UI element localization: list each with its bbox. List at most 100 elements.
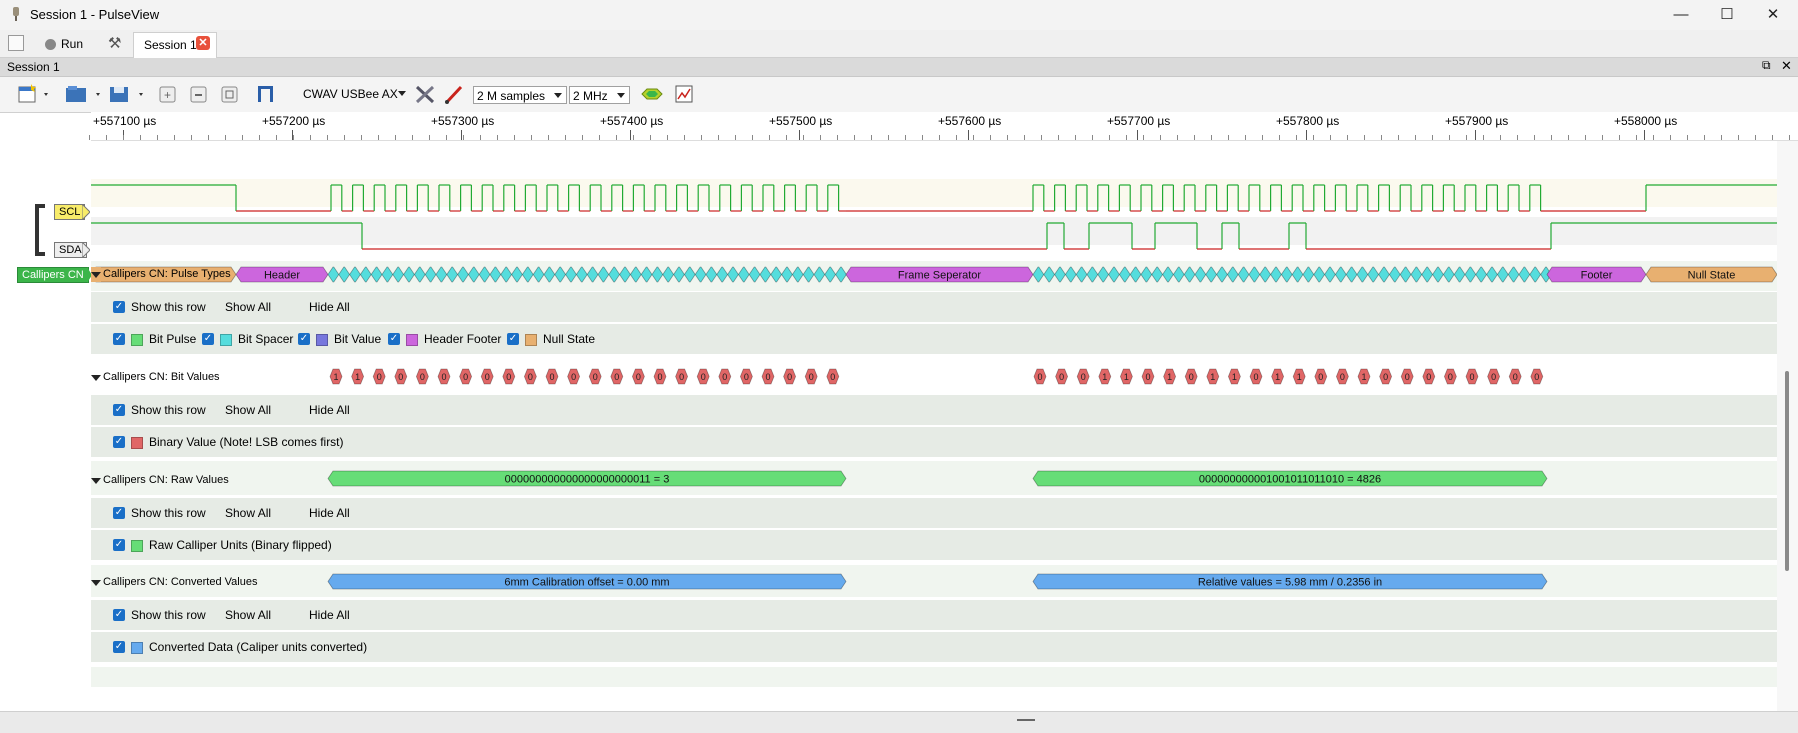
time-ruler[interactable]: +557100 µs +557200 µs +557300 µs +557400 µs… [89,112,1798,141]
binary-value-annotation[interactable] [1055,368,1069,385]
converted-value-annotation[interactable] [327,573,847,590]
sample-count-select[interactable]: 2 M samples [473,86,567,104]
binary-value-annotation[interactable] [1422,368,1436,385]
binary-value-annotation[interactable] [696,368,710,385]
show-row-checkbox[interactable]: ✓ [113,609,125,621]
show-all-button[interactable]: Show All [225,506,272,520]
binary-value-annotation[interactable] [394,368,408,385]
configure-channels-icon[interactable] [443,83,467,105]
binary-value-annotation[interactable] [761,368,775,385]
binary-value-annotation[interactable] [415,368,429,385]
binary-value-annotation[interactable] [1184,368,1198,385]
show-row-checkbox[interactable]: ✓ [113,301,125,313]
class-checkbox[interactable]: ✓ [113,539,125,551]
collapse-raw-row-icon[interactable] [91,476,101,486]
binary-value-annotation[interactable] [567,368,581,385]
scl-channel-label[interactable]: SCL [54,204,86,220]
close-dock-icon[interactable]: ✕ [1781,58,1792,73]
raw-value-annotation[interactable] [1032,470,1548,487]
class-checkbox[interactable]: ✓ [388,333,400,345]
class-checkbox[interactable]: ✓ [113,641,125,653]
binary-value-annotation[interactable] [523,368,537,385]
zoom-fit-icon[interactable] [220,83,240,105]
new-view-icon[interactable] [16,83,50,105]
run-button[interactable]: Run [45,34,83,54]
binary-value-annotation[interactable] [1206,368,1220,385]
hide-all-button[interactable]: Hide All [309,506,350,520]
minimize-button[interactable]: — [1673,6,1689,23]
binary-value-annotation[interactable] [1141,368,1155,385]
binary-value-annotation[interactable] [588,368,602,385]
binary-value-annotation[interactable] [783,368,797,385]
tab-session-1[interactable]: Session 1 ✕ [133,32,217,58]
hide-all-button[interactable]: Hide All [309,608,350,622]
binary-value-annotation[interactable] [1033,368,1047,385]
binary-value-annotation[interactable] [1163,368,1177,385]
binary-value-annotation[interactable] [329,368,343,385]
sample-rate-select[interactable]: 2 MHz [569,86,630,104]
scrollbar-thumb[interactable] [1785,371,1789,571]
hide-all-button[interactable]: Hide All [309,403,350,417]
binary-value-annotation[interactable] [1249,368,1263,385]
show-all-button[interactable]: Show All [225,403,272,417]
binary-value-annotation[interactable] [804,368,818,385]
converted-value-annotation[interactable] [1032,573,1548,590]
configure-device-icon[interactable] [413,83,437,105]
save-export-icon[interactable] [106,83,146,105]
settings-tools-icon[interactable]: ⚒ [108,35,122,52]
binary-value-annotation[interactable] [545,368,559,385]
binary-value-annotation[interactable] [1487,368,1501,385]
collapse-converted-row-icon[interactable] [91,578,101,588]
class-checkbox[interactable]: ✓ [298,333,310,345]
binary-value-annotation[interactable] [1119,368,1133,385]
vertical-scrollbar[interactable] [1777,141,1798,711]
decoder-badge[interactable]: Callipers CN [17,267,89,283]
binary-value-annotation[interactable] [718,368,732,385]
show-row-checkbox[interactable]: ✓ [113,404,125,416]
show-row-checkbox[interactable]: ✓ [113,507,125,519]
binary-value-annotation[interactable] [826,368,840,385]
binary-value-annotation[interactable] [1098,368,1112,385]
binary-value-annotation[interactable] [1076,368,1090,385]
binary-value-annotation[interactable] [653,368,667,385]
binary-value-annotation[interactable] [437,368,451,385]
binary-value-annotation[interactable] [1530,368,1544,385]
binary-value-annotation[interactable] [1465,368,1479,385]
zoom-in-icon[interactable]: + [158,83,178,105]
binary-value-annotation[interactable] [1335,368,1349,385]
binary-value-annotation[interactable] [610,368,624,385]
bottom-splitter[interactable] [0,711,1798,733]
class-checkbox[interactable]: ✓ [507,333,519,345]
binary-value-annotation[interactable] [631,368,645,385]
binary-value-annotation[interactable] [372,368,386,385]
class-checkbox[interactable]: ✓ [202,333,214,345]
collapse-bit-row-icon[interactable] [91,373,101,383]
binary-value-annotation[interactable] [480,368,494,385]
show-all-button[interactable]: Show All [225,300,272,314]
binary-value-annotation[interactable] [1508,368,1522,385]
show-all-button[interactable]: Show All [225,608,272,622]
device-dropdown-icon[interactable] [398,91,406,96]
binary-value-annotation[interactable] [502,368,516,385]
null-state-annotation[interactable] [1645,266,1777,283]
binary-value-annotation[interactable] [1379,368,1393,385]
class-checkbox[interactable]: ✓ [113,333,125,345]
splitter-handle-icon[interactable] [1017,719,1035,721]
show-cursors-icon[interactable] [254,83,280,105]
binary-value-annotation[interactable] [675,368,689,385]
binary-value-annotation[interactable] [739,368,753,385]
collapse-pulse-row-icon[interactable] [91,270,101,280]
binary-value-annotation[interactable] [351,368,365,385]
binary-value-annotation[interactable] [459,368,473,385]
close-tab-icon[interactable]: ✕ [196,36,210,50]
new-tab-icon[interactable] [8,35,24,51]
raw-value-annotation[interactable] [327,470,847,487]
open-file-icon[interactable] [63,83,103,105]
float-dock-icon[interactable]: ⧉ [1762,58,1771,72]
binary-value-annotation[interactable] [1292,368,1306,385]
binary-value-annotation[interactable] [1227,368,1241,385]
zoom-out-icon[interactable] [189,83,209,105]
binary-value-annotation[interactable] [1314,368,1328,385]
binary-value-annotation[interactable] [1400,368,1414,385]
